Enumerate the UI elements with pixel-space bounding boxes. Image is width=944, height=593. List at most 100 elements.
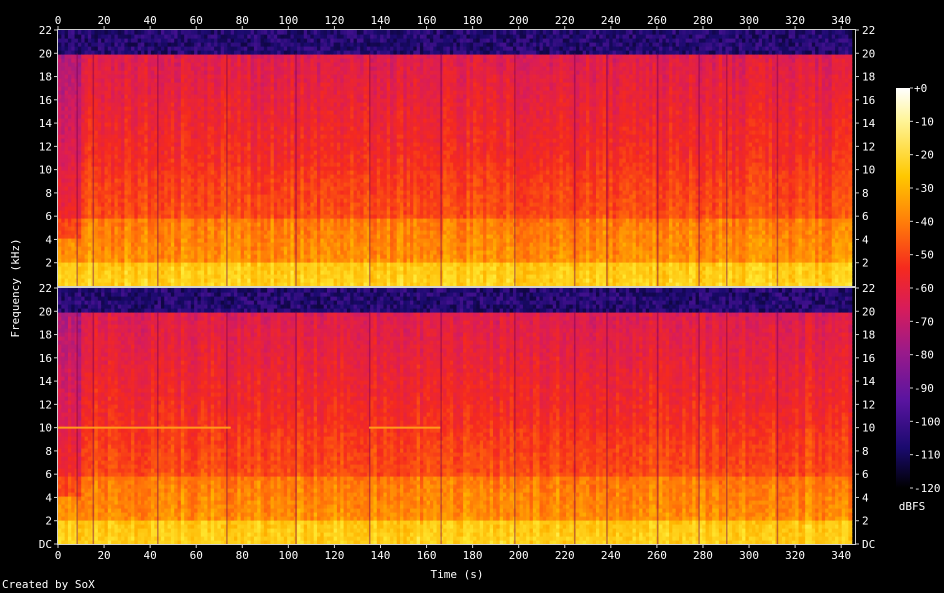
spectrogram-cell	[58, 250, 62, 255]
spectrogram-cell	[67, 134, 72, 139]
spectrogram-cell	[58, 38, 62, 43]
spectrogram-cell	[64, 50, 69, 55]
spectrogram-cell	[61, 246, 66, 251]
spectrogram-cell	[64, 70, 69, 75]
spectrogram-cell	[61, 238, 66, 243]
spectrogram-cell	[58, 190, 62, 195]
spectrogram-cell	[61, 86, 66, 91]
spectrogram-cell	[58, 222, 62, 227]
spectrogram-cell	[67, 146, 72, 151]
spectrogram-cell	[64, 266, 69, 271]
spectrogram-cell	[61, 150, 66, 155]
spectrogram-cell	[61, 226, 66, 231]
spectrogram-cell	[64, 122, 69, 127]
spectrogram-cell	[67, 222, 72, 227]
spectrogram-cell	[58, 166, 62, 171]
spectrogram-cell	[67, 154, 72, 159]
spectrogram-cell	[61, 182, 66, 187]
spectrogram-cell	[58, 270, 62, 275]
spectrogram-cell	[61, 62, 66, 67]
spectrogram-cell	[67, 118, 72, 123]
spectrogram-cell	[61, 74, 66, 79]
spectrogram-cell	[61, 134, 66, 139]
spectrogram-cell	[61, 190, 66, 195]
spectrogram-cell	[58, 282, 62, 287]
spectrogram-cell	[67, 246, 72, 251]
spectrogram-cell	[67, 170, 72, 175]
spectrogram-cell	[64, 282, 69, 287]
spectrogram-cell	[64, 102, 69, 107]
spectrogram-cell	[61, 102, 66, 107]
spectrogram-cell	[67, 102, 72, 107]
spectrogram-cell	[61, 162, 66, 167]
spectrogram-cell	[58, 242, 62, 247]
spectrogram-cell	[67, 90, 72, 95]
spectrogram-cell	[64, 182, 69, 187]
spectrogram-cell	[67, 82, 72, 87]
spectrogram-cell	[58, 78, 62, 83]
spectrogram-cell	[58, 62, 62, 67]
spectrogram-cell	[67, 226, 72, 231]
spectrogram-cell	[67, 30, 72, 35]
spectrogram-cell	[61, 202, 66, 207]
spectrogram-cell	[61, 210, 66, 215]
spectrogram-cell	[64, 178, 69, 183]
spectrogram-cell	[64, 238, 69, 243]
spectrogram-cell	[61, 174, 66, 179]
spectrogram-cell	[64, 206, 69, 211]
spectrogram-cell	[61, 166, 66, 171]
spectrogram-cell	[64, 242, 69, 247]
spectrogram-cell	[67, 198, 72, 203]
spectrogram-cell	[58, 202, 62, 207]
spectrogram-cell	[67, 50, 72, 55]
spectrogram-cell	[61, 242, 66, 247]
spectrogram-cell	[58, 266, 62, 271]
spectrogram-cell	[61, 138, 66, 143]
spectrogram-cell	[58, 46, 62, 51]
spectrogram-cell	[61, 118, 66, 123]
spectrogram-cell	[67, 178, 72, 183]
spectrogram-cell	[61, 194, 66, 199]
spectrogram-cell	[58, 194, 62, 199]
spectrogram-cell	[58, 110, 62, 115]
spectrogram-cell	[64, 158, 69, 163]
spectrogram-cell	[58, 182, 62, 187]
spectrogram-cell	[64, 270, 69, 275]
spectrogram-cell	[71, 230, 76, 235]
spectrogram-cell	[61, 98, 66, 103]
spectrogram-cell	[64, 254, 69, 259]
spectrogram-cell	[67, 190, 72, 195]
spectrogram-cell	[67, 94, 72, 99]
spectrogram-cell	[67, 174, 72, 179]
spectrogram-cell	[64, 98, 69, 103]
spectrogram-cell	[61, 214, 66, 219]
spectrogram-cell	[67, 66, 72, 71]
spectrogram-cell	[67, 274, 72, 279]
spectrogram-cell	[64, 110, 69, 115]
spectrogram-cell	[64, 42, 69, 47]
spectrogram-cell	[67, 126, 72, 131]
spectrogram-cell	[67, 58, 72, 63]
spectrogram-cell	[67, 42, 72, 47]
spectrogram-cell	[64, 230, 69, 235]
spectrogram-cell	[71, 250, 76, 255]
spectrogram-cell	[58, 66, 62, 71]
spectrogram-cell	[61, 270, 66, 275]
spectrogram-cell	[58, 42, 62, 47]
spectrogram-cell	[67, 106, 72, 111]
spectrogram-cell	[61, 198, 66, 203]
spectrogram-cell	[67, 130, 72, 135]
spectrogram-cell	[67, 266, 72, 271]
spectrogram-cell	[64, 138, 69, 143]
spectrogram-cell	[58, 118, 62, 123]
spectrogram-cell	[64, 58, 69, 63]
spectrogram-cell	[58, 106, 62, 111]
spectrogram-cell	[71, 258, 76, 263]
spectrogram-cell	[61, 254, 66, 259]
spectrogram-cell	[67, 262, 72, 267]
spectrogram-cell	[58, 262, 62, 267]
spectrogram-cell	[61, 206, 66, 211]
spectrogram-cell	[71, 278, 76, 283]
spectrogram-cell	[71, 214, 76, 219]
